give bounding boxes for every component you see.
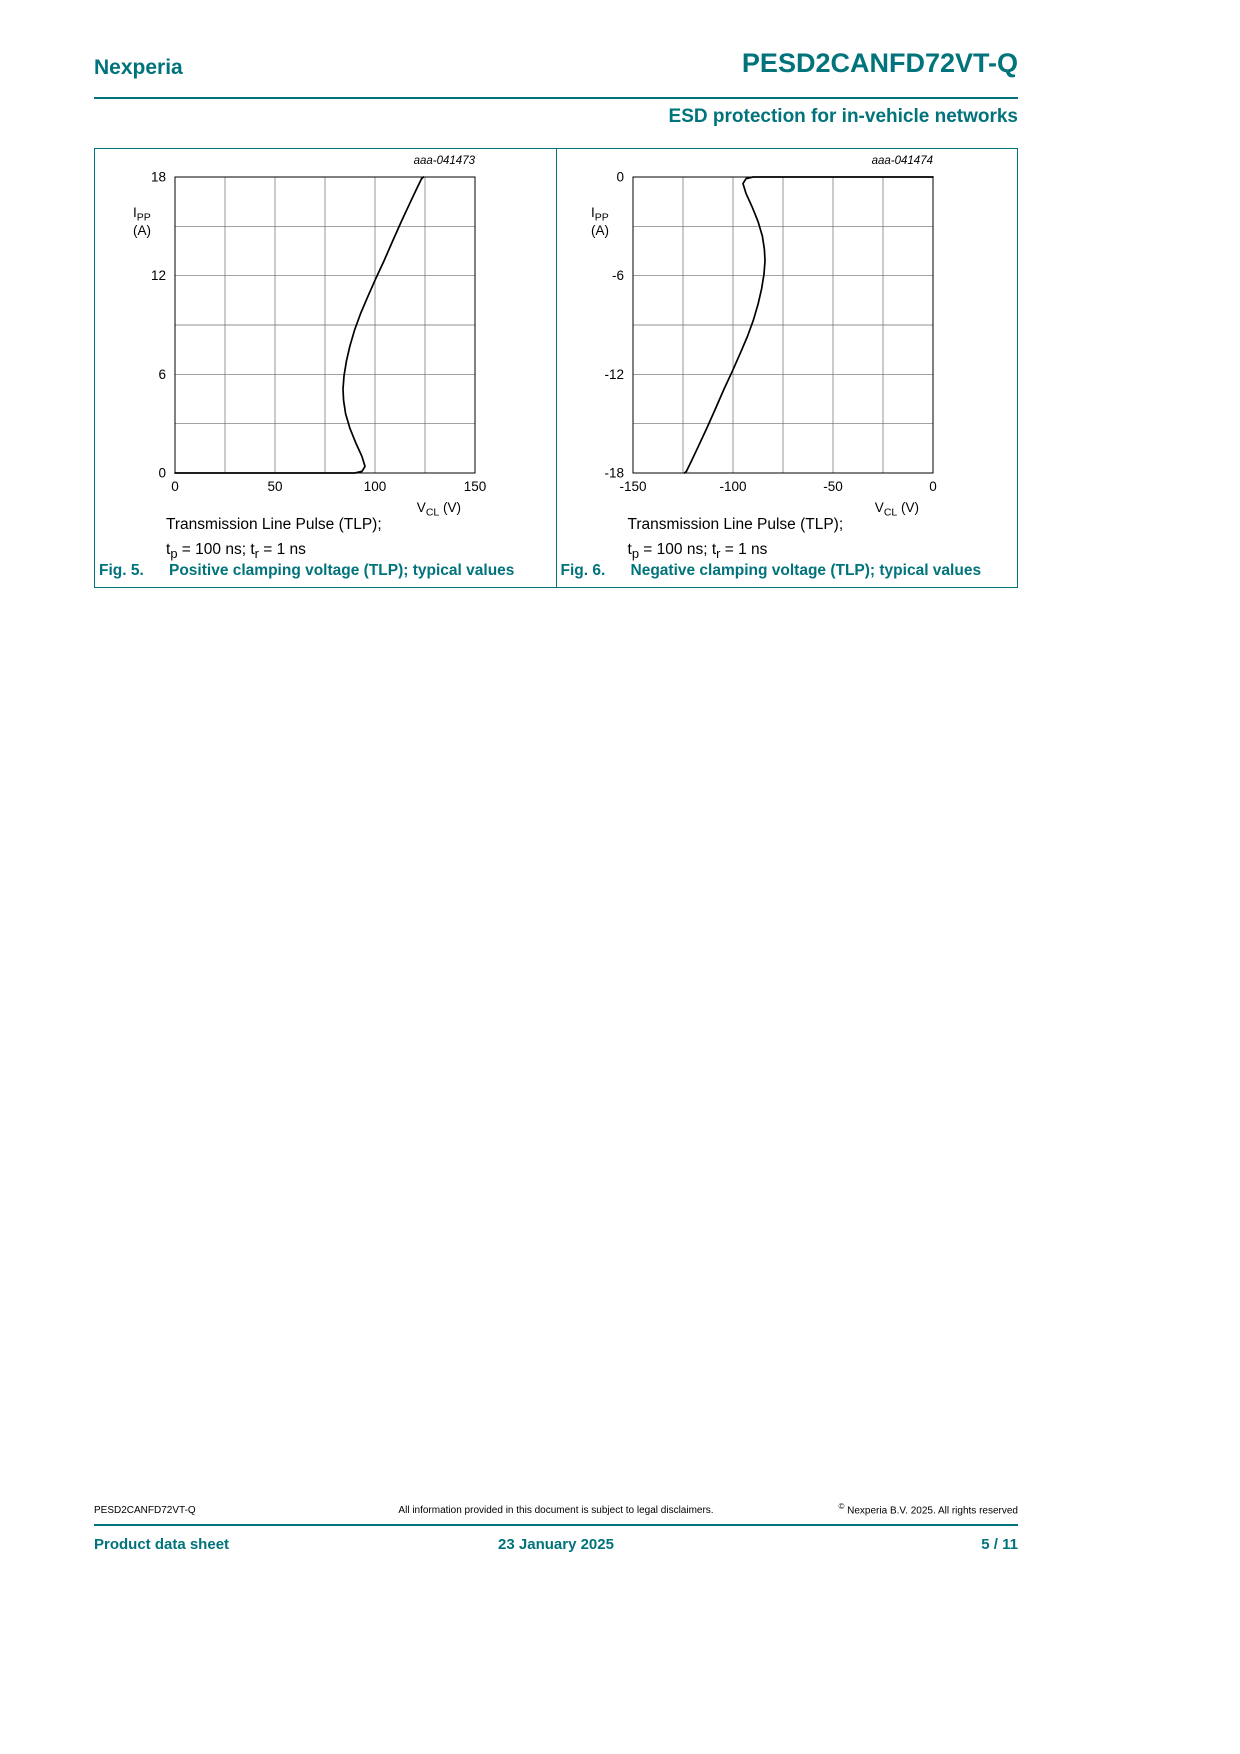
svg-text:6: 6 (158, 367, 166, 382)
svg-text:-12: -12 (604, 367, 624, 382)
footer-doc-type: Product data sheet (94, 1536, 230, 1553)
copyright-sign: © (838, 1502, 845, 1511)
footer-bold-row: Product data sheet 23 January 2025 5 / 1… (94, 1536, 1018, 1553)
svg-text:aaa-041474: aaa-041474 (871, 155, 932, 167)
svg-text:50: 50 (267, 479, 282, 494)
svg-text:100: 100 (364, 479, 387, 494)
tr-value: = 1 ns (720, 541, 768, 558)
condition-line-1: Transmission Line Pulse (TLP); (628, 512, 844, 537)
svg-text:0: 0 (158, 466, 166, 481)
svg-text:-100: -100 (719, 479, 746, 494)
svg-text:-50: -50 (823, 479, 843, 494)
svg-text:VCL (V): VCL (V) (417, 500, 461, 519)
svg-text:12: 12 (151, 268, 166, 283)
svg-text:0: 0 (171, 479, 179, 494)
footer-page-number: 5 / 11 (981, 1536, 1018, 1553)
svg-text:-18: -18 (604, 466, 624, 481)
tp-value: = 100 ns; t (639, 541, 717, 558)
positive-clamping-chart: 0 50 100 150 0 6 12 18 aaa-041473 IPP(A) VCL (V) (133, 155, 487, 519)
condition-line-2: tp = 100 ns; tr = 1 ns (166, 537, 382, 566)
tp-symbol: t (166, 541, 171, 558)
vendor-logo-text: Nexperia (94, 56, 183, 79)
negative-clamping-chart: -150 -100 -50 0 0 -6 -12 -18 aaa-041474 IPP(A) VCL… (591, 155, 937, 519)
tp-subscript: p (170, 546, 178, 562)
tp-subscript: p (631, 546, 639, 562)
figure-5-cell: 0 50 100 150 0 6 12 18 aaa-041473 IPP (A) VCL (V) T… (95, 149, 556, 587)
figure-6-caption: Fig. 6. Negative clamping voltage (TLP);… (561, 562, 1010, 580)
tp-symbol: t (627, 541, 632, 558)
tr-subscript: r (716, 546, 721, 562)
condition-line-2: tp = 100 ns; tr = 1 ns (628, 537, 844, 566)
svg-text:0: 0 (616, 170, 624, 185)
svg-text:18: 18 (151, 170, 166, 185)
figure-5-label: Fig. 5. (99, 562, 144, 579)
svg-text:aaa-041473: aaa-041473 (414, 155, 476, 167)
condition-line-1: Transmission Line Pulse (TLP); (166, 512, 382, 537)
footer-disclaimer: All information provided in this documen… (398, 1505, 714, 1517)
tr-value: = 1 ns (258, 541, 306, 558)
tp-value: = 100 ns; t (177, 541, 255, 558)
figure-5-caption: Fig. 5. Positive clamping voltage (TLP);… (99, 562, 548, 580)
header-rule (94, 97, 1018, 99)
svg-text:0: 0 (929, 479, 937, 494)
tr-subscript: r (254, 546, 259, 562)
part-number-title: PESD2CANFD72VT-Q (741, 48, 1018, 78)
footer-rule (94, 1524, 1018, 1526)
footer-small-row: PESD2CANFD72VT-Q All information provide… (94, 1502, 1018, 1516)
figure-5-conditions: Transmission Line Pulse (TLP); tp = 100 … (166, 512, 382, 566)
figure-5-title: Positive clamping voltage (TLP); typical… (169, 562, 515, 579)
svg-text:(A): (A) (591, 223, 609, 238)
footer-copyright: © Nexperia B.V. 2025. All rights reserve… (838, 1502, 1018, 1516)
footer-doc-id: PESD2CANFD72VT-Q (94, 1505, 196, 1517)
svg-text:-150: -150 (619, 479, 646, 494)
figure-6-cell: -150 -100 -50 0 0 -6 -12 -18 aaa-041474 IPP (A) VCL… (555, 149, 1018, 587)
svg-text:VCL (V): VCL (V) (874, 500, 918, 519)
page-subtitle: ESD protection for in-vehicle networks (668, 106, 1018, 127)
figure-6-title: Negative clamping voltage (TLP); typical… (630, 562, 982, 579)
svg-text:(A): (A) (133, 223, 151, 238)
svg-text:IPP: IPP (591, 205, 609, 224)
svg-text:IPP: IPP (133, 205, 151, 224)
svg-text:150: 150 (464, 479, 487, 494)
condition-text: Transmission Line Pulse (TLP); (166, 516, 382, 533)
figure-6-conditions: Transmission Line Pulse (TLP); tp = 100 … (628, 512, 844, 566)
figure-6-label: Fig. 6. (560, 562, 606, 579)
figure-box: 0 50 100 150 0 6 12 18 aaa-041473 IPP (A) VCL (V) T… (94, 148, 1018, 588)
copyright-text: Nexperia B.V. 2025. All rights reserved (844, 1505, 1018, 1517)
footer-date: 23 January 2025 (498, 1536, 614, 1553)
svg-text:-6: -6 (611, 268, 623, 283)
condition-text: Transmission Line Pulse (TLP); (627, 516, 844, 533)
